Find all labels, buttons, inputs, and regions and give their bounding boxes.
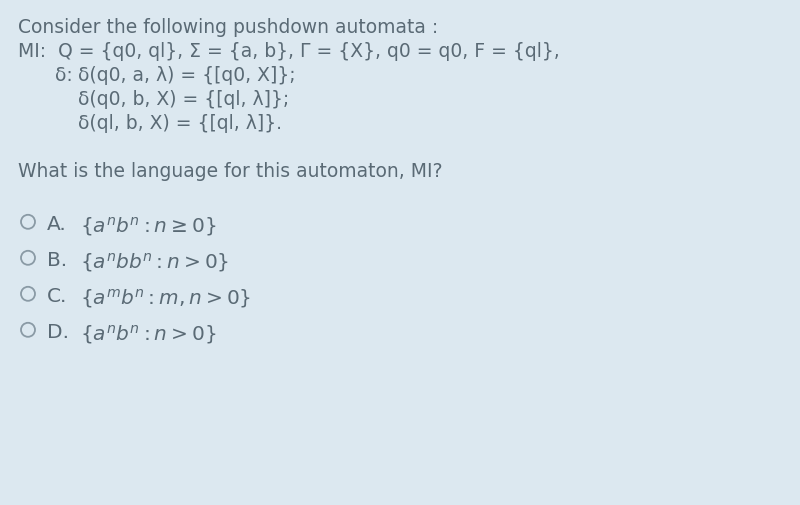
Text: $\{a^{n}bb^{n}:n>0\}$: $\{a^{n}bb^{n}:n>0\}$ [80,251,229,274]
Text: B.: B. [47,251,67,270]
Text: δ(q0, a, λ) = {[q0, X]};: δ(q0, a, λ) = {[q0, X]}; [78,66,296,85]
Text: Consider the following pushdown automata :: Consider the following pushdown automata… [18,18,438,37]
Text: δ(q0, b, X) = {[ql, λ]};: δ(q0, b, X) = {[ql, λ]}; [78,90,290,109]
Text: δ(ql, b, X) = {[ql, λ]}.: δ(ql, b, X) = {[ql, λ]}. [78,114,282,133]
Text: δ:: δ: [55,66,73,85]
Text: $\{a^{n}b^{n}:n\geq 0\}$: $\{a^{n}b^{n}:n\geq 0\}$ [80,215,216,238]
Text: $\{a^{n}b^{n}:n>0\}$: $\{a^{n}b^{n}:n>0\}$ [80,323,216,346]
Text: MI:  Q = {q0, ql}, Σ = {a, b}, Γ = {X}, q0 = q0, F = {ql},: MI: Q = {q0, ql}, Σ = {a, b}, Γ = {X}, q… [18,42,560,61]
Text: A.: A. [47,215,66,234]
Text: $\{a^{m}b^{n}:m,n>0\}$: $\{a^{m}b^{n}:m,n>0\}$ [80,287,251,310]
Text: C.: C. [47,287,67,306]
Text: D.: D. [47,323,69,342]
Text: What is the language for this automaton, MI?: What is the language for this automaton,… [18,162,442,181]
